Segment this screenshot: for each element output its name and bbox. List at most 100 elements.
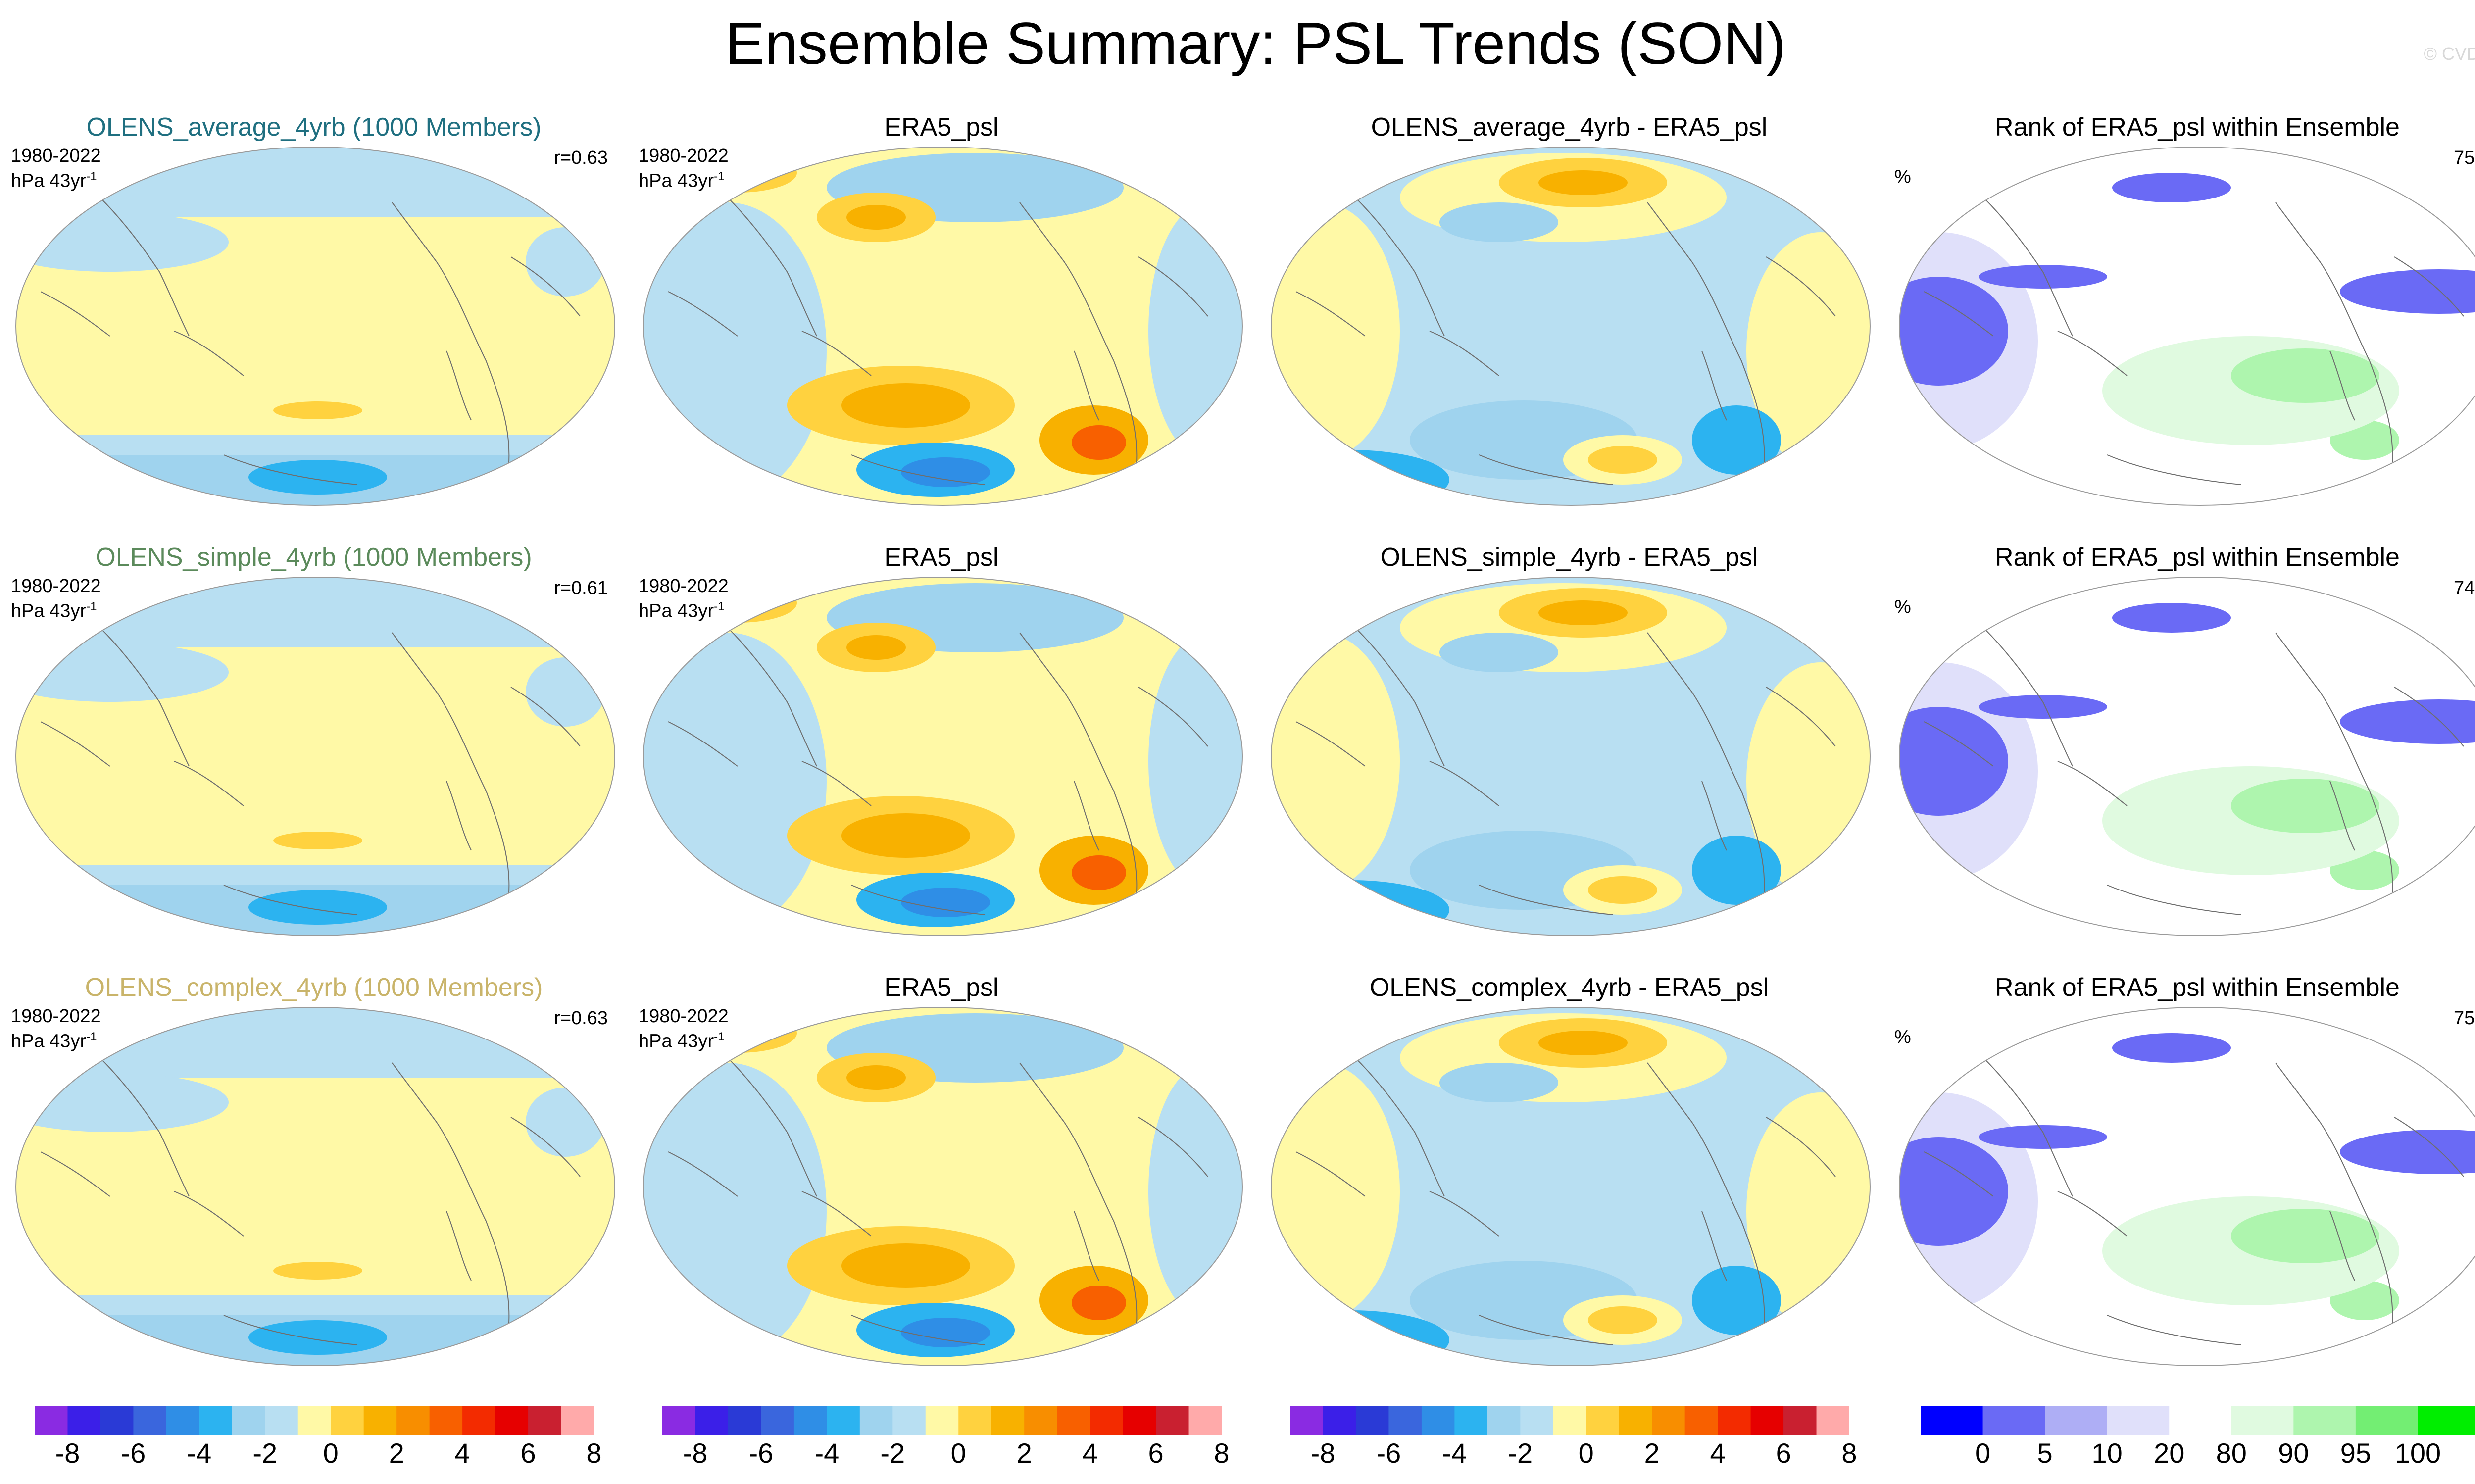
colorbar-swatch: [1388, 1406, 1422, 1435]
coastline-6: [446, 1211, 472, 1281]
colorbar-swatch: [67, 1406, 101, 1435]
colorbar-tick-label: 100: [2394, 1437, 2441, 1469]
pattern-correlation: r=0.63: [554, 148, 608, 168]
colorbar-swatch: [1816, 1406, 1849, 1435]
colorbar-swatch: [1024, 1406, 1058, 1435]
colorbar-swatch: [166, 1406, 199, 1435]
coastline-4: [1295, 1151, 1366, 1197]
colorbar-swatch: [2418, 1406, 2475, 1435]
colorbar-diff: -8 -6 -4 -2 0 2 4 6 8: [1290, 1406, 1857, 1470]
coastline-3: [1766, 687, 1836, 747]
north-pacific-high-core: [846, 635, 906, 660]
south-atlantic-low: [1692, 405, 1781, 475]
colorbar-swatch: [1355, 1406, 1389, 1435]
colorbar-swatch: [662, 1406, 695, 1435]
map-field: [1271, 1007, 1870, 1366]
map-obs: [643, 577, 1243, 936]
colorbar-swatch: [1921, 1406, 1983, 1435]
colorbar-swatch: [2169, 1406, 2232, 1435]
coastline-5: [851, 1315, 986, 1345]
colorbar-tick-label: 4: [454, 1437, 470, 1469]
north-pacific-low: [1439, 202, 1558, 242]
rank-low-pacific: [1979, 265, 2107, 289]
period-label: 1980-2022: [639, 1006, 729, 1027]
colorbar-swatch: [827, 1406, 860, 1435]
coastline-3: [510, 687, 581, 747]
coastline-4: [668, 291, 738, 337]
antarctic-low-core: [901, 1318, 990, 1347]
units-text: hPa 43yr: [639, 1031, 714, 1052]
panel-diff-2: OLENS_simple_4yrb - ERA5_psl: [1255, 542, 1883, 972]
map-diff: [1271, 1007, 1871, 1366]
units-text: hPa 43yr: [639, 600, 714, 622]
coastline-1: [1355, 197, 1445, 337]
units-label: hPa 43yr-1: [11, 596, 97, 622]
coastline-4: [1295, 721, 1366, 767]
map-border: [1271, 577, 1871, 936]
coastline-6: [1074, 781, 1099, 851]
coastline-0: [2275, 202, 2393, 485]
colorbar-tick-label: -8: [55, 1437, 80, 1469]
rank-high-core: [2231, 1209, 2379, 1263]
colorbar-tick-label: 80: [2216, 1437, 2247, 1469]
colorbar-swatch: [265, 1406, 298, 1435]
coastline-5: [851, 885, 986, 915]
coastline-2: [801, 761, 872, 806]
coastline-3: [1766, 1117, 1836, 1177]
colorbar-obs: -8 -6 -4 -2 0 2 4 6 8: [662, 1406, 1230, 1470]
colorbar-swatch: [892, 1406, 926, 1435]
coastline-2: [1429, 1191, 1499, 1237]
south-pacific-high-core: [842, 383, 970, 428]
arctic-high-core: [1538, 170, 1628, 195]
coastline-0: [2275, 1062, 2393, 1345]
panel-title: OLENS_average_4yrb - ERA5_psl: [1371, 113, 1768, 142]
colorbar-tick-label: 5: [2037, 1437, 2053, 1469]
colorbar-swatch: [429, 1406, 463, 1435]
panel-title: Rank of ERA5_psl within Ensemble: [1995, 543, 2400, 572]
colorbar-tick-label: 10: [2091, 1437, 2123, 1469]
colorbar-swatch: [1323, 1406, 1356, 1435]
coastline-2: [2057, 331, 2128, 376]
arctic-high-core: [1538, 600, 1628, 625]
period-label: 1980-2022: [639, 146, 729, 166]
map-border: [1899, 1007, 2475, 1366]
map-obs: [643, 147, 1243, 506]
coastline-3: [1138, 1117, 1208, 1177]
map-field: [1899, 1007, 2475, 1366]
colorbar-swatch: [363, 1406, 397, 1435]
south-atlantic-high-core: [1072, 425, 1126, 460]
colorbar-swatch: [1057, 1406, 1090, 1435]
south-atlantic-low: [1692, 1266, 1781, 1335]
south-atlantic-low: [1692, 836, 1781, 905]
atlantic-low: [526, 657, 605, 727]
colorbar-swatch: [1123, 1406, 1156, 1435]
map-rank: [1899, 147, 2475, 506]
colorbar-swatch: [925, 1406, 959, 1435]
colorbar-tick-label: 8: [586, 1437, 602, 1469]
colorbar-swatch: [1718, 1406, 1751, 1435]
map-border: [15, 147, 615, 506]
map-field: [1271, 147, 1870, 505]
coastline-0: [1647, 632, 1765, 915]
colorbar-tick-label: -2: [880, 1437, 905, 1469]
southern-high: [1588, 1306, 1657, 1334]
panel-obs-3: ERA5_psl 1980-2022 hPa 43yr-1: [628, 972, 1255, 1402]
map-field: [1899, 147, 2475, 505]
coastline-5: [1479, 454, 1613, 485]
panel-title: Rank of ERA5_psl within Ensemble: [1995, 113, 2400, 142]
colorbar-tick-label: -6: [748, 1437, 774, 1469]
rank-low-pacific: [1979, 1125, 2107, 1149]
units-text: hPa 43yr: [11, 170, 87, 192]
coastline-2: [174, 1191, 244, 1237]
coastline-2: [2057, 1191, 2128, 1237]
coastline-4: [40, 721, 110, 767]
coastline-6: [2329, 1211, 2355, 1281]
coastline-4: [1924, 1151, 1994, 1197]
midlat-high: [273, 832, 362, 849]
period-label: 1980-2022: [11, 576, 101, 596]
coastline-1: [727, 1057, 817, 1197]
coastline-1: [1355, 627, 1445, 767]
rank-low-arctic: [2112, 1033, 2231, 1063]
coastline-5: [1479, 1315, 1613, 1345]
colorbar-swatches: [1921, 1406, 2475, 1435]
